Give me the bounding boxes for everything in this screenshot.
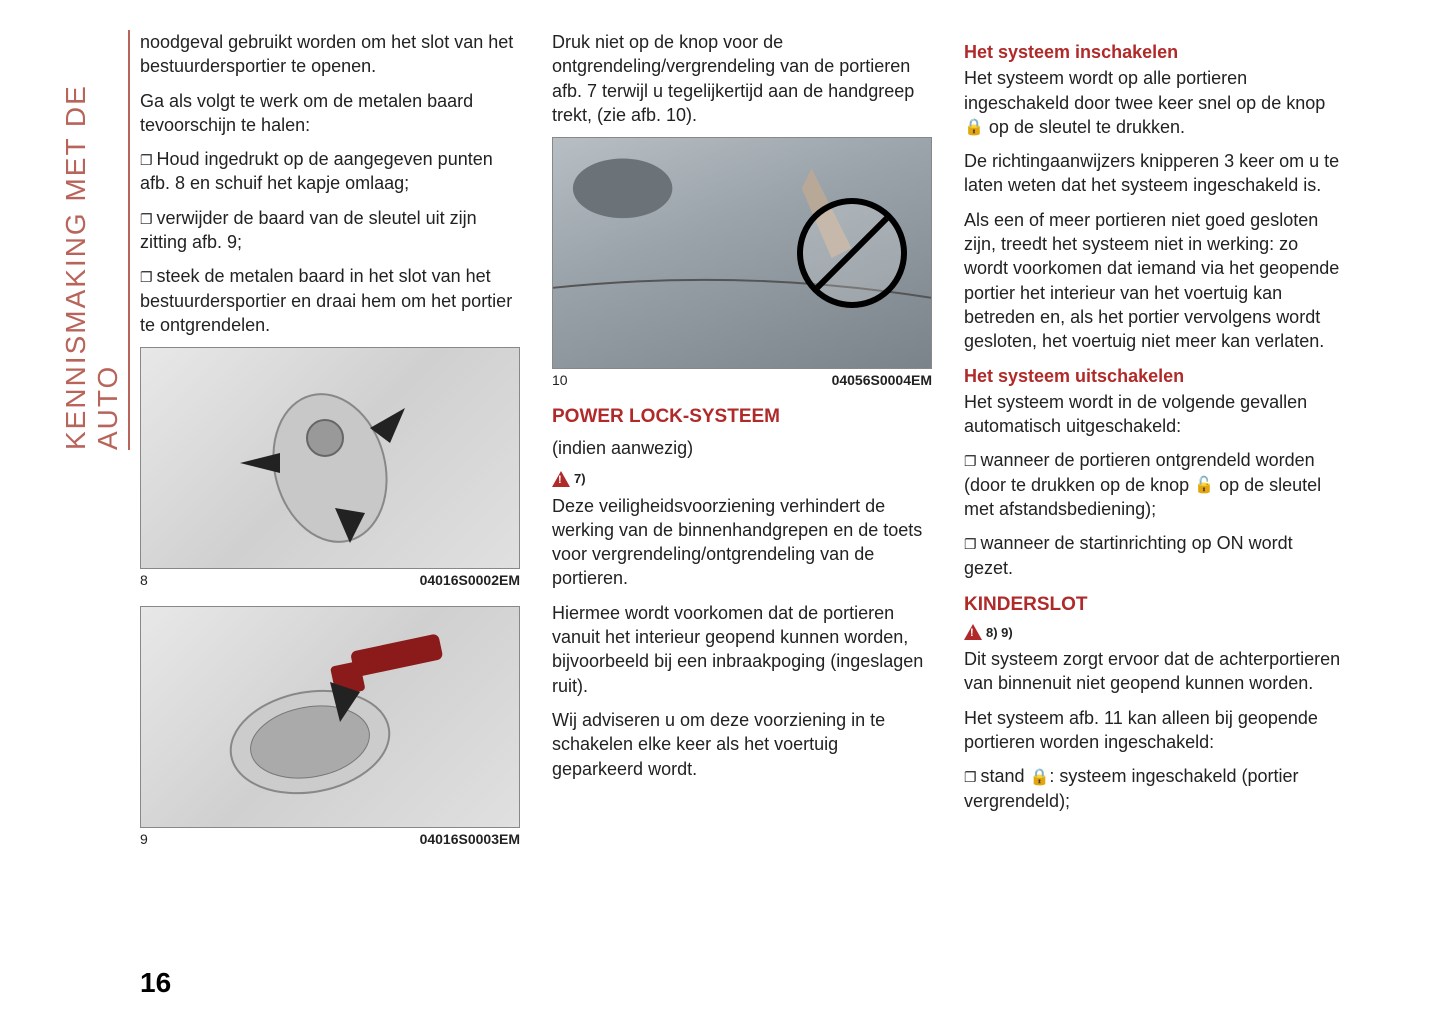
figure-number: 8 xyxy=(140,571,148,590)
paragraph: Als een of meer portieren niet goed gesl… xyxy=(964,208,1344,354)
heading-kinderslot: KINDERSLOT xyxy=(964,592,1344,618)
paragraph: Wij adviseren u om deze voorziening in t… xyxy=(552,708,932,781)
paragraph: noodgeval gebruikt worden om het slot va… xyxy=(140,30,520,79)
paragraph: Het systeem wordt in de volgende gevalle… xyxy=(964,390,1344,439)
list-item: stand 🔒: systeem ingeschakeld (portier v… xyxy=(964,764,1344,813)
figure-code: 04016S0002EM xyxy=(420,571,520,590)
warning-icon xyxy=(552,471,570,487)
heading-power-lock: POWER LOCK-SYSTEEM xyxy=(552,404,932,430)
figure-10-caption: 10 04056S0004EM xyxy=(552,369,932,392)
paragraph: Dit systeem zorgt ervoor dat de achterpo… xyxy=(964,647,1344,696)
list-item: Houd ingedrukt op de aangegeven punten a… xyxy=(140,147,520,196)
subheading: (indien aanwezig) xyxy=(552,436,932,460)
heading-disable-system: Het systeem uitschakelen xyxy=(964,364,1344,388)
figure-number: 10 xyxy=(552,371,568,390)
figure-10 xyxy=(552,137,932,369)
prohibit-icon xyxy=(797,198,907,308)
list-item: steek de metalen baard in het slot van h… xyxy=(140,264,520,337)
figure-9-caption: 9 04016S0003EM xyxy=(140,828,520,851)
paragraph: Het systeem afb. 11 kan alleen bij geope… xyxy=(964,706,1344,755)
page-content: noodgeval gebruikt worden om het slot va… xyxy=(140,30,1445,851)
lock-closed-icon: 🔒 xyxy=(964,117,984,139)
paragraph: Deze veiligheidsvoorziening verhindert d… xyxy=(552,494,932,591)
lock-open-icon: 🔓 xyxy=(1194,475,1214,497)
paragraph: Ga als volgt te werk om de metalen baard… xyxy=(140,89,520,138)
paragraph: Hiermee wordt voorkomen dat de portieren… xyxy=(552,601,932,698)
text: op de sleutel te drukken. xyxy=(984,117,1185,137)
paragraph: Druk niet op de knop voor de ontgrendeli… xyxy=(552,30,932,127)
section-title-vertical: KENNISMAKING MET DE AUTO xyxy=(60,30,130,450)
figure-9 xyxy=(140,606,520,828)
text: Het systeem wordt op alle portieren inge… xyxy=(964,68,1325,112)
warning-row: 7) xyxy=(552,470,932,488)
warning-row: 8) 9) xyxy=(964,624,1344,642)
warning-ref: 8) 9) xyxy=(986,624,1013,642)
list-item: wanneer de portieren ontgrendeld worden … xyxy=(964,448,1344,521)
figure-8 xyxy=(140,347,520,569)
figure-10-image xyxy=(553,138,931,368)
figure-8-image xyxy=(141,348,519,568)
figure-9-image xyxy=(141,607,519,827)
warning-ref: 7) xyxy=(574,470,586,488)
column-3: Het systeem inschakelen Het systeem word… xyxy=(964,30,1344,851)
figure-code: 04016S0003EM xyxy=(420,830,520,849)
figure-code: 04056S0004EM xyxy=(832,371,932,390)
warning-icon xyxy=(964,624,982,640)
list-item: wanneer de startinrichting op ON wordt g… xyxy=(964,531,1344,580)
page-number: 16 xyxy=(140,967,171,999)
figure-number: 9 xyxy=(140,830,148,849)
column-1: noodgeval gebruikt worden om het slot va… xyxy=(140,30,520,851)
paragraph: De richtingaanwijzers knipperen 3 keer o… xyxy=(964,149,1344,198)
paragraph: Het systeem wordt op alle portieren inge… xyxy=(964,66,1344,139)
column-2: Druk niet op de knop voor de ontgrendeli… xyxy=(552,30,932,851)
text: stand xyxy=(980,766,1029,786)
lock-closed-icon: 🔒 xyxy=(1030,767,1050,789)
figure-8-caption: 8 04016S0002EM xyxy=(140,569,520,592)
list-item: verwijder de baard van de sleutel uit zi… xyxy=(140,206,520,255)
heading-enable-system: Het systeem inschakelen xyxy=(964,40,1344,64)
